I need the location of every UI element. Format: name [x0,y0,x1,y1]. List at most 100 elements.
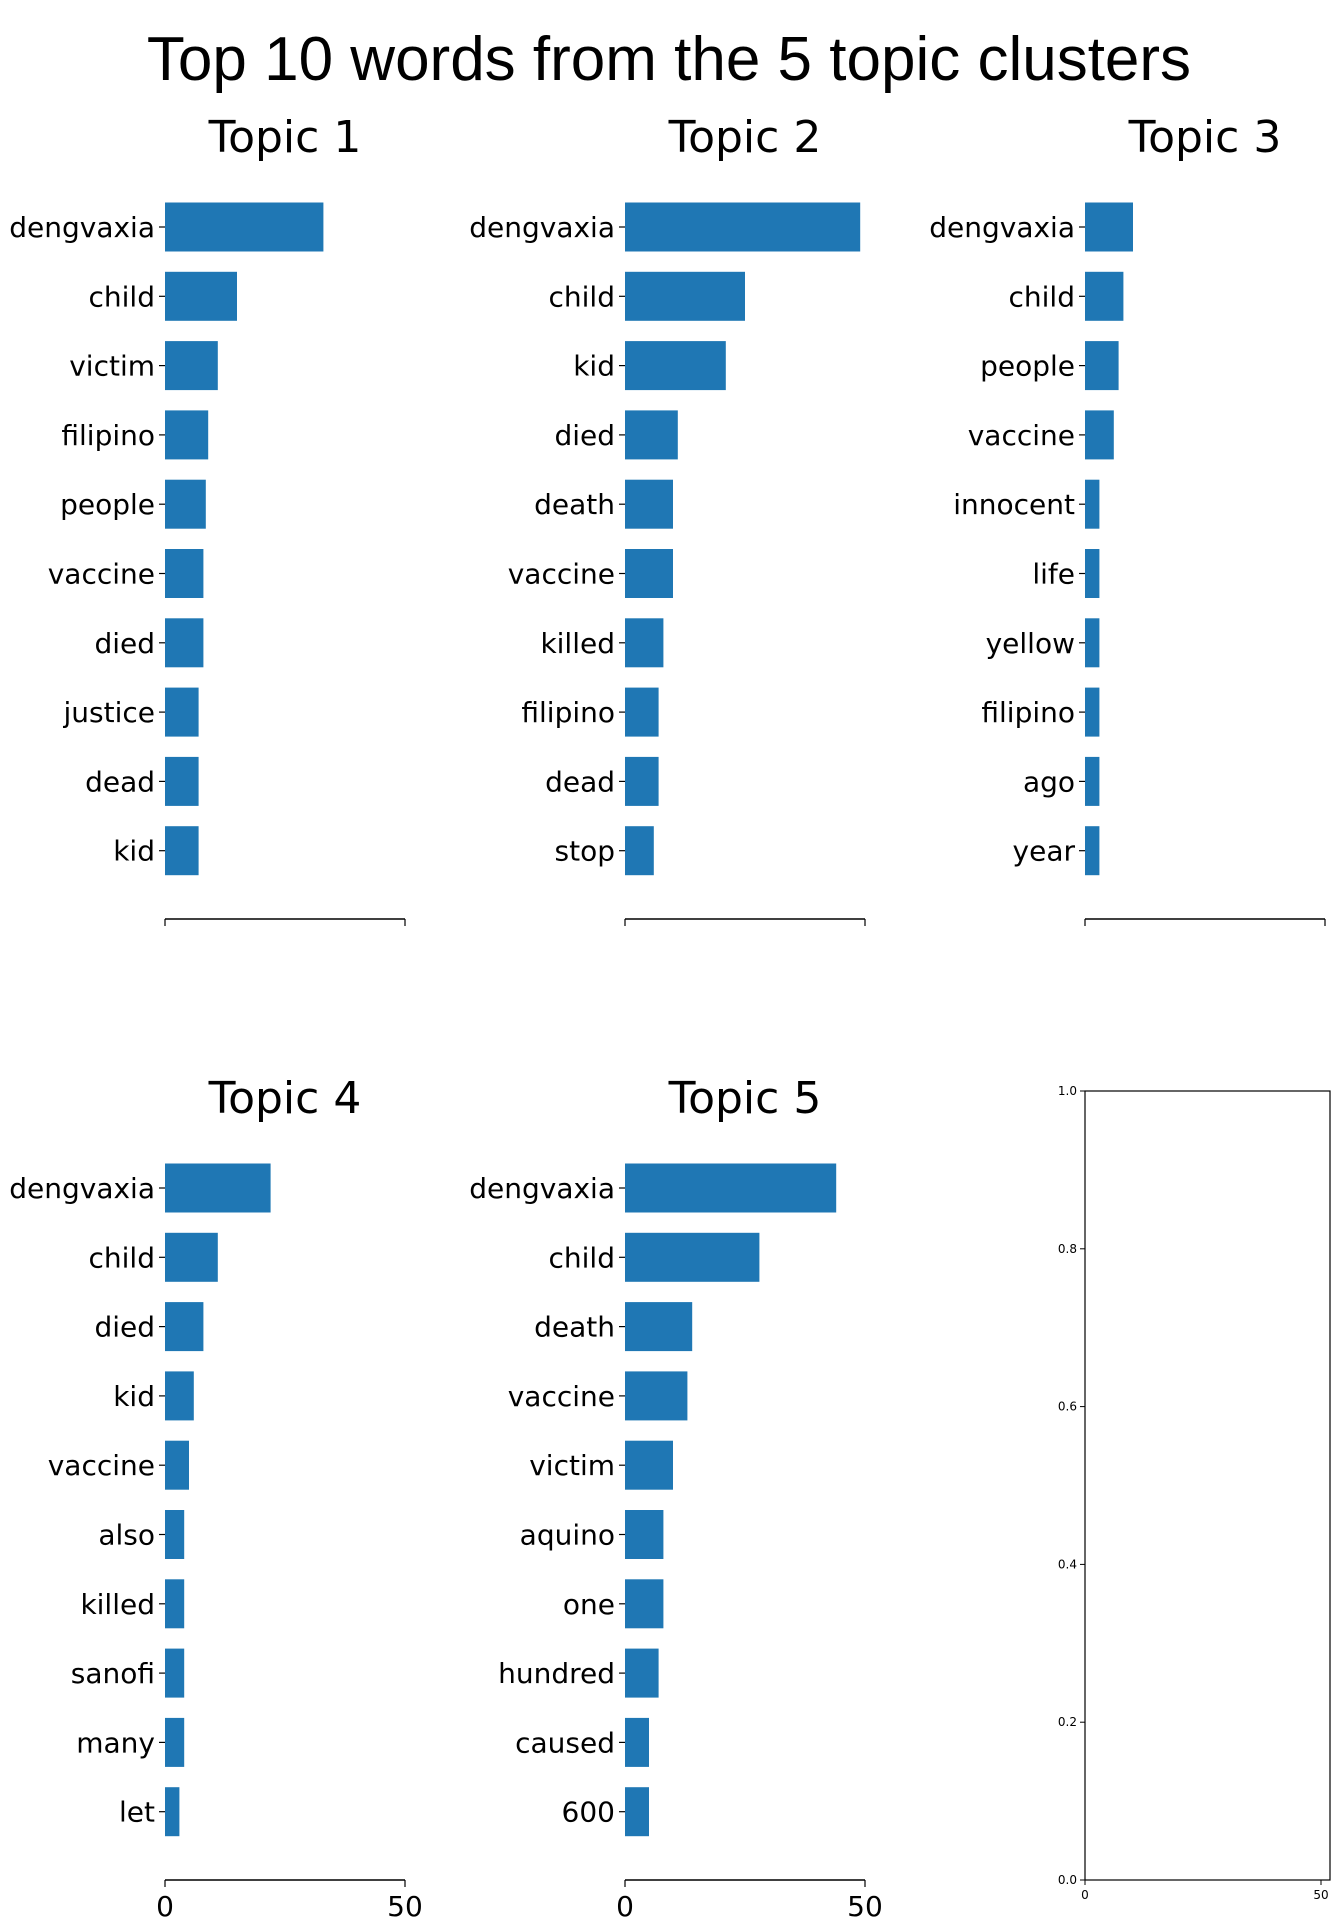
bar-kid [165,1371,194,1421]
bar-justice [165,687,199,737]
category-label: people [980,350,1075,383]
category-label: filipino [981,696,1075,729]
category-label: child [549,280,615,313]
category-label: stop [555,835,615,868]
category-label: dengvaxia [469,211,615,244]
bar-year [1085,826,1100,876]
category-label: vaccine [48,558,155,591]
category-label: died [94,1311,155,1344]
bar-filipino [1085,687,1100,737]
category-label: vaccine [48,1449,155,1482]
bar-also [165,1510,185,1559]
category-label: death [534,488,615,521]
category-label: death [534,1311,615,1344]
bar-filipino [625,687,659,737]
subplot-topic-3: Topic 3 dengvaxia child people vaccine innoce… [929,112,1326,926]
subplot-topic-2: Topic 2 dengvaxia child kid died death vaccine… [469,112,866,926]
category-label: let [119,1796,155,1829]
category-label: killed [540,627,615,660]
x-tick-label: 0 [1081,1888,1089,1902]
category-label: killed [80,1588,155,1621]
bar-vaccine [625,1371,688,1421]
category-label: also [98,1519,155,1552]
subplot-grid: Topic 1 dengvaxia child victim filipino peopl… [9,112,1331,1917]
bar-filipino [165,410,209,460]
figure-title: Top 10 words from the 5 topic clusters [147,25,1191,94]
bar-yellow [1085,618,1100,668]
bar-death [625,479,673,529]
bar-dengvaxia [625,1163,837,1213]
bar-people [1085,341,1119,391]
category-label: dengvaxia [9,1172,155,1205]
category-label: kid [113,835,155,868]
category-label: victim [69,350,155,383]
category-label: filipino [61,419,155,452]
subplot-title: Topic 3 [1128,112,1282,163]
bar-600 [625,1787,649,1837]
bar-stop [625,826,654,876]
category-label: died [94,627,155,660]
category-label: child [1009,280,1075,313]
subplot-title: Topic 1 [208,112,362,163]
bar-vaccine [625,549,673,598]
category-label: justice [63,696,156,729]
y-tick-label: 0.6 [1058,1400,1077,1414]
bar-died [625,410,678,460]
category-label: caused [515,1726,615,1759]
bar-death [625,1302,693,1352]
bar-vaccine [165,1440,189,1490]
x-tick-label: 0 [616,1890,634,1917]
category-label: dengvaxia [469,1172,615,1205]
category-label: kid [113,1380,155,1413]
category-label: child [89,280,155,313]
category-label: dead [85,765,155,798]
bar-dengvaxia [1085,202,1133,252]
category-label: 600 [562,1796,615,1829]
subplot-topic-5: Topic 5 dengvaxia child death vaccine victim a… [469,1073,883,1917]
y-tick-label: 0.8 [1058,1242,1077,1256]
bar-victim [625,1440,673,1490]
subplot-title: Topic 2 [668,112,822,163]
bar-life [1085,549,1100,598]
bar-ago [1085,756,1100,806]
bar-vaccine [1085,410,1114,460]
subplot-topic-6: 0.0 0.2 0.4 0.6 0.8 1.0 0 50 [1058,1084,1331,1902]
x-tick-label: 50 [847,1890,883,1917]
bar-child [1085,271,1124,321]
bar-dengvaxia [165,202,324,252]
bar-victim [165,341,218,391]
bar-died [165,1302,204,1352]
category-label: innocent [953,488,1075,521]
y-tick-label: 0.0 [1058,1873,1077,1887]
subplot-title: Topic 5 [668,1073,822,1124]
bar-dead [165,756,199,806]
bar-sanofi [165,1648,185,1698]
x-tick-label: 50 [1313,1888,1328,1902]
bar-kid [165,826,199,876]
category-label: life [1032,558,1075,591]
bar-child [625,1232,760,1282]
bar-vaccine [165,549,204,598]
bar-child [625,271,745,321]
category-label: dengvaxia [9,211,155,244]
bar-killed [625,618,664,668]
subplot-title: Topic 4 [208,1073,362,1124]
category-label: vaccine [968,419,1075,452]
bar-dead [625,756,659,806]
category-label: sanofi [71,1657,155,1690]
bar-innocent [1085,479,1100,529]
bar-hundred [625,1648,659,1698]
bar-caused [625,1717,649,1767]
category-label: many [76,1726,155,1759]
empty-axes-frame [1084,1090,1331,1881]
y-tick-label: 0.2 [1058,1715,1077,1729]
category-label: dead [545,765,615,798]
bar-dengvaxia [165,1163,271,1213]
category-label: died [554,419,615,452]
subplot-topic-4: Topic 4 dengvaxia child died kid vaccine also k… [9,1073,423,1917]
category-label: filipino [521,696,615,729]
x-tick-label: 50 [387,1890,423,1917]
bar-child [165,1232,218,1282]
category-label: child [549,1241,615,1274]
